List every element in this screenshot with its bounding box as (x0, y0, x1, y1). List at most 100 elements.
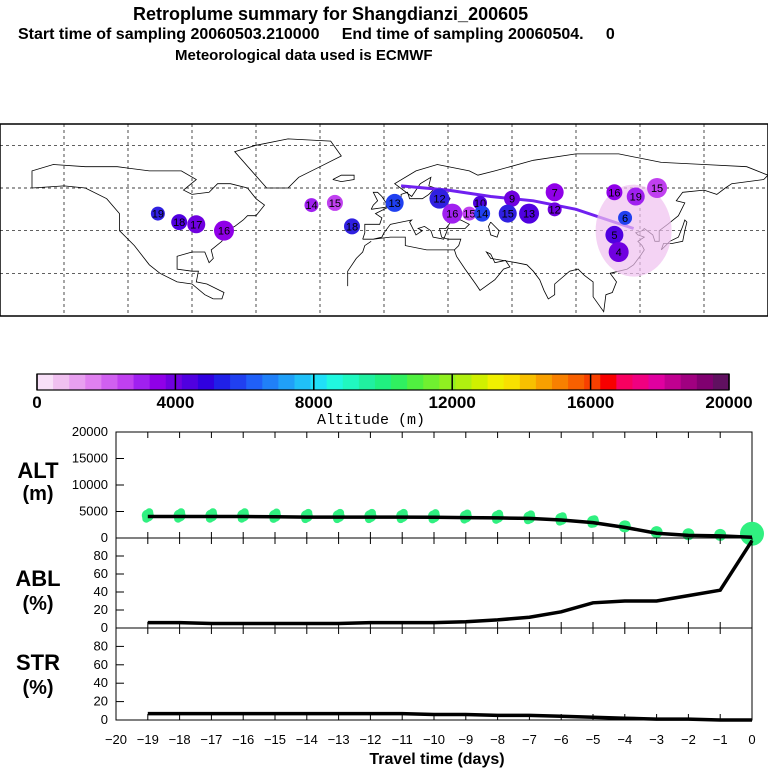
map-day-label: 7 (552, 187, 558, 199)
map-particle-cluster (187, 215, 206, 234)
map-day-label: 12 (549, 204, 561, 216)
map-particle-cluster (498, 204, 517, 223)
colorbar-swatch (487, 374, 505, 390)
map-day-label: 15 (329, 198, 341, 210)
colorbar-swatch (696, 374, 714, 390)
coastline-9 (488, 221, 500, 238)
map-day-label: 18 (346, 221, 358, 233)
altitude-colorbar: 0 4000 8000 12000 16000 20000 (32, 373, 753, 412)
map-day-label: 13 (523, 209, 535, 221)
colorbar-swatch (423, 374, 440, 390)
map-particle-cluster (474, 205, 491, 222)
map-day-label: 19 (152, 209, 164, 221)
alt-panel: 0 5000 10000 15000 20000 (72, 424, 764, 546)
colorbar-swatch (616, 374, 634, 390)
y-tick-label: 40 (94, 584, 108, 599)
alt-panel-label: ALT (17, 458, 59, 483)
abl-panel: 0 20 40 60 80 (94, 537, 754, 635)
y-tick-label: 15000 (72, 451, 108, 466)
map-particle-cluster (626, 187, 645, 206)
coastline-5 (347, 240, 372, 287)
x-tick-label: −1 (713, 732, 728, 747)
sampling-time-line: Start time of sampling 20060503.210000 E… (18, 26, 615, 43)
colorbar-swatch (197, 374, 215, 390)
y-tick-label: 80 (94, 638, 108, 653)
colorbar-swatch (149, 374, 167, 390)
colorbar-swatch (358, 374, 376, 390)
colorbar-swatch (37, 374, 54, 390)
map-particle-cluster (545, 183, 564, 202)
map-day-label: 14 (305, 200, 317, 212)
colorbar-swatch (374, 374, 392, 390)
x-tick-label: 0 (748, 732, 755, 747)
colorbar-swatch (535, 374, 553, 390)
x-axis-title: Travel time (days) (369, 751, 504, 768)
x-tick-label: −12 (359, 732, 381, 747)
alt-panel-unit: (m) (22, 483, 53, 505)
map-day-label: 13 (389, 198, 401, 210)
y-tick-label: 5000 (79, 504, 108, 519)
colorbar-swatch (680, 374, 698, 390)
y-tick-label: 20 (94, 602, 108, 617)
colorbar-tick-label: 0 (32, 393, 41, 412)
colorbar-swatch (407, 374, 424, 390)
colorbar-swatch (165, 374, 183, 390)
colorbar-swatch (69, 374, 86, 390)
colorbar-swatch (310, 374, 328, 390)
coastline-2 (233, 138, 342, 189)
map-particle-cluster (214, 220, 234, 241)
map-day-label: 15 (502, 209, 514, 221)
map-day-label: 16 (218, 226, 230, 238)
y-tick-label: 60 (94, 657, 108, 672)
colorbar-swatch (503, 374, 521, 390)
colorbar-swatch (584, 374, 601, 390)
map-particle-cluster (519, 203, 540, 224)
alt-particle-dot (495, 509, 504, 518)
colorbar-swatch (53, 374, 70, 390)
map-particle-cluster (385, 193, 404, 212)
y-tick-label: 0 (101, 530, 108, 545)
colorbar-axis-label: Altitude (m) (317, 412, 425, 429)
colorbar-tick-label: 12000 (429, 393, 476, 412)
x-tick-label: −6 (554, 732, 569, 747)
x-tick-label: −11 (392, 732, 413, 747)
colorbar-swatch (471, 374, 489, 390)
colorbar-swatch (214, 374, 231, 390)
colorbar-swatch (230, 374, 247, 390)
colorbar-swatch (278, 374, 296, 390)
coastline-3 (362, 153, 768, 240)
x-tick-label: −20 (105, 732, 127, 747)
y-tick-label: 40 (94, 675, 108, 690)
y-tick-label: 0 (101, 620, 108, 635)
alt-particle-dot (399, 508, 408, 517)
alt-particle-dot (272, 508, 281, 517)
colorbar-swatch (262, 374, 279, 390)
alt-particle-dot (463, 509, 472, 518)
colorbar-swatch (664, 374, 682, 390)
map-particle-cluster (605, 225, 624, 244)
colorbar-swatch (326, 374, 344, 390)
map-particle-cluster (618, 210, 633, 225)
met-data-line: Meteorological data used is ECMWF (175, 47, 433, 64)
str-panel-unit: (%) (22, 677, 53, 699)
coastline-1 (31, 164, 266, 300)
x-tick-label: −2 (681, 732, 696, 747)
str-panel-label: STR (16, 650, 60, 675)
map-day-label: 16 (446, 209, 458, 221)
coastline-8 (370, 191, 387, 210)
str-panel-frame (115, 627, 753, 721)
alt-particle-dot (558, 512, 567, 521)
map-day-label: 4 (616, 247, 622, 259)
map-particle-cluster (429, 188, 450, 209)
colorbar-swatch (455, 374, 473, 390)
colorbar-swatch (101, 374, 119, 390)
y-tick-label: 20000 (72, 424, 108, 439)
x-tick-label: −4 (617, 732, 632, 747)
x-tick-label: −13 (328, 732, 350, 747)
alt-particle-dot (208, 508, 217, 517)
chart-title: Retroplume summary for Shangdianzi_20060… (133, 4, 529, 24)
time-series-panels: 0 5000 10000 15000 20000 0 20 40 60 80 0 20 40 60 80 −2… (72, 424, 764, 747)
